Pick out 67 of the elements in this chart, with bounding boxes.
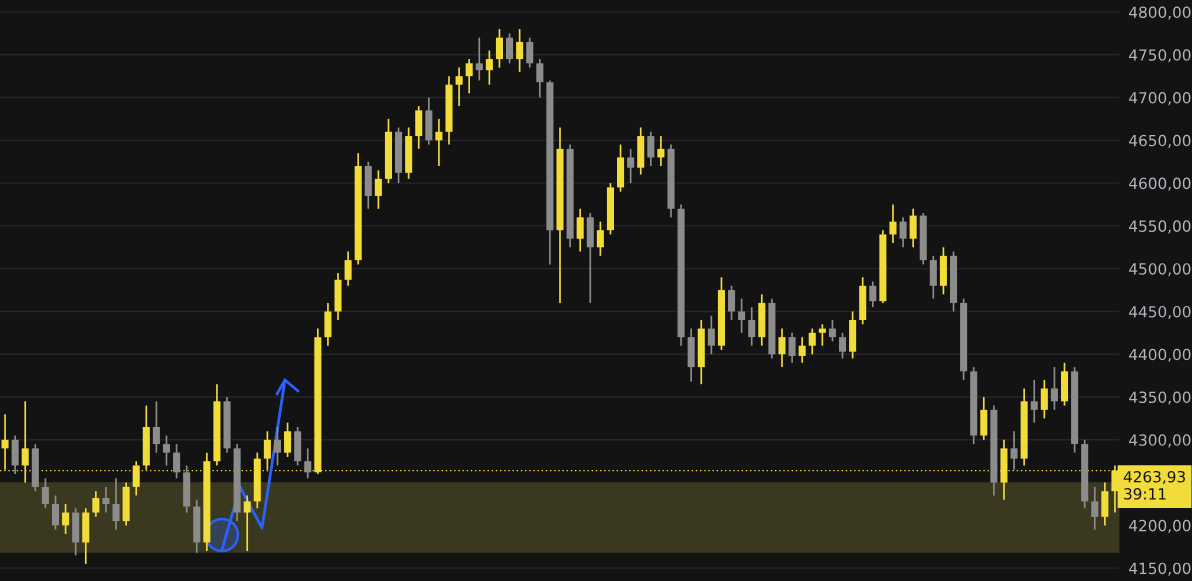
candlestick bbox=[435, 118, 443, 167]
candlestick bbox=[92, 490, 100, 518]
y-tick-label: 4550,00 bbox=[1129, 220, 1191, 234]
candlestick bbox=[828, 319, 836, 343]
y-tick-label: 4800,00 bbox=[1129, 6, 1191, 20]
candlestick bbox=[102, 486, 110, 514]
candlestick bbox=[788, 332, 796, 364]
candlestick bbox=[536, 58, 544, 99]
y-tick-label: 4400,00 bbox=[1129, 348, 1191, 362]
candlestick bbox=[818, 323, 826, 347]
candlestick bbox=[1050, 366, 1058, 411]
ref-line-label: 4263,93 bbox=[1123, 470, 1185, 485]
candlestick bbox=[243, 494, 251, 552]
y-tick-label: 4650,00 bbox=[1129, 134, 1191, 148]
candlestick bbox=[1091, 486, 1099, 531]
y-tick-label: 4300,00 bbox=[1129, 434, 1191, 448]
candlestick bbox=[495, 28, 503, 69]
candlestick bbox=[21, 400, 29, 484]
candlestick bbox=[838, 332, 847, 360]
candlestick bbox=[273, 426, 282, 467]
candlestick bbox=[132, 460, 140, 497]
candlestick bbox=[112, 477, 120, 531]
candlestick bbox=[485, 49, 493, 86]
candlestick bbox=[707, 314, 715, 356]
y-tick-label: 4600,00 bbox=[1129, 177, 1191, 191]
candlestick bbox=[738, 297, 746, 334]
candlestick bbox=[344, 250, 352, 287]
candlestick bbox=[455, 66, 463, 107]
candlestick bbox=[778, 327, 786, 368]
candlestick bbox=[869, 280, 877, 309]
candlestick bbox=[41, 477, 49, 510]
candlestick bbox=[304, 447, 312, 480]
candlestick bbox=[62, 503, 70, 535]
candlestick bbox=[576, 207, 584, 253]
y-tick-label: 4750,00 bbox=[1129, 49, 1191, 63]
candlestick bbox=[152, 400, 160, 454]
candlestick bbox=[596, 220, 604, 257]
text: 39:11 bbox=[1124, 488, 1166, 500]
candlestick bbox=[516, 28, 524, 73]
candlestick bbox=[162, 434, 171, 467]
candlestick bbox=[374, 169, 382, 210]
candlestick bbox=[748, 306, 756, 347]
candlestick bbox=[173, 443, 181, 480]
y-tick-label: 4700,00 bbox=[1129, 92, 1191, 106]
candlestick bbox=[798, 336, 806, 364]
candlestick bbox=[1010, 430, 1018, 471]
candlestick bbox=[284, 421, 292, 458]
candlestick bbox=[465, 58, 473, 95]
candlestick bbox=[506, 32, 514, 65]
candlestick bbox=[728, 284, 736, 321]
candlestick bbox=[1030, 379, 1038, 424]
candlestick bbox=[808, 327, 816, 356]
y-tick-label: 4200,00 bbox=[1129, 519, 1191, 533]
y-tick-label: 4450,00 bbox=[1129, 305, 1191, 320]
candlestick bbox=[647, 130, 655, 167]
candlestick bbox=[475, 36, 483, 82]
y-tick-label: 4350,00 bbox=[1129, 391, 1191, 405]
candlestick bbox=[657, 135, 665, 167]
y-tick-label: 4500,00 bbox=[1129, 263, 1191, 277]
candlestick bbox=[909, 207, 917, 249]
candlestick bbox=[899, 216, 907, 249]
y-tick-label: 4150,00 bbox=[1129, 562, 1191, 576]
candlestick bbox=[526, 36, 534, 69]
candlestick bbox=[889, 203, 897, 244]
candlestick bbox=[627, 148, 635, 184]
candlestick bbox=[1040, 379, 1048, 420]
candlestick bbox=[51, 494, 60, 531]
